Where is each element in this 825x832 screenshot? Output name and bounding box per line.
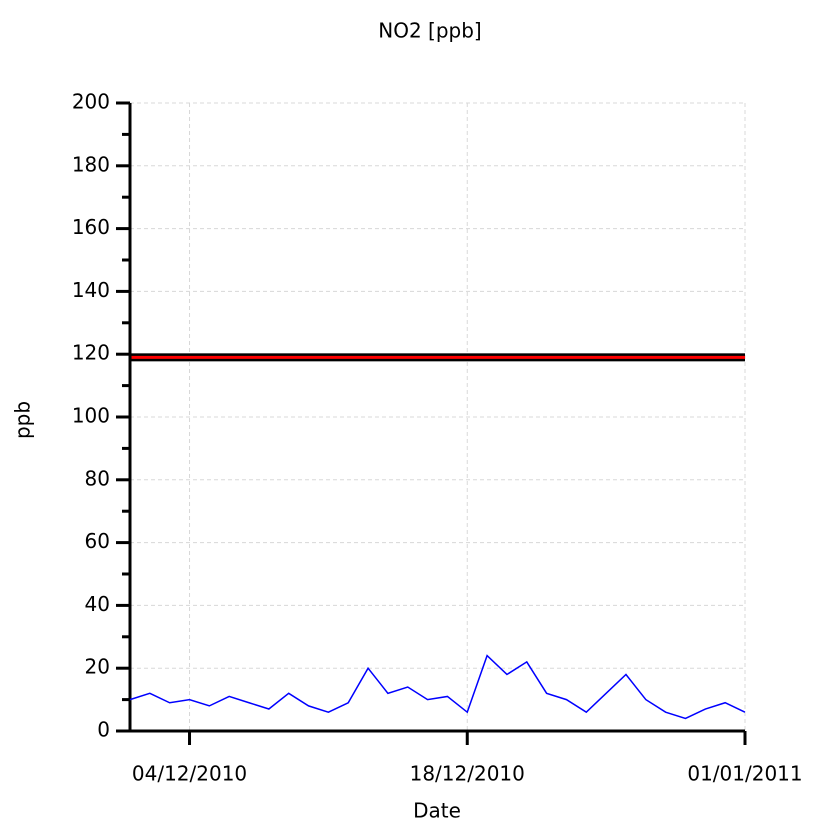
y-tick-label: 120 <box>72 341 110 365</box>
y-tick-label: 60 <box>85 529 110 553</box>
y-tick-label: 160 <box>72 215 110 239</box>
x-tick-label: 18/12/2010 <box>410 762 525 786</box>
y-tick-label: 140 <box>72 278 110 302</box>
data-line <box>129 654 746 720</box>
x-tick-label: 04/12/2010 <box>132 762 247 786</box>
x-axis-label: Date <box>413 799 461 823</box>
y-tick-label: 0 <box>97 718 110 742</box>
y-tick-label: 40 <box>85 592 110 616</box>
y-axis-label: ppb <box>11 401 35 439</box>
x-tick-label: 01/01/2011 <box>687 762 802 786</box>
chart-title: NO2 [ppb] <box>378 19 481 43</box>
y-tick-label: 20 <box>85 655 110 679</box>
y-tick-label: 200 <box>72 90 110 114</box>
y-tick-label: 100 <box>72 404 110 428</box>
y-tick-label: 80 <box>85 466 110 490</box>
y-tick-label: 180 <box>72 152 110 176</box>
